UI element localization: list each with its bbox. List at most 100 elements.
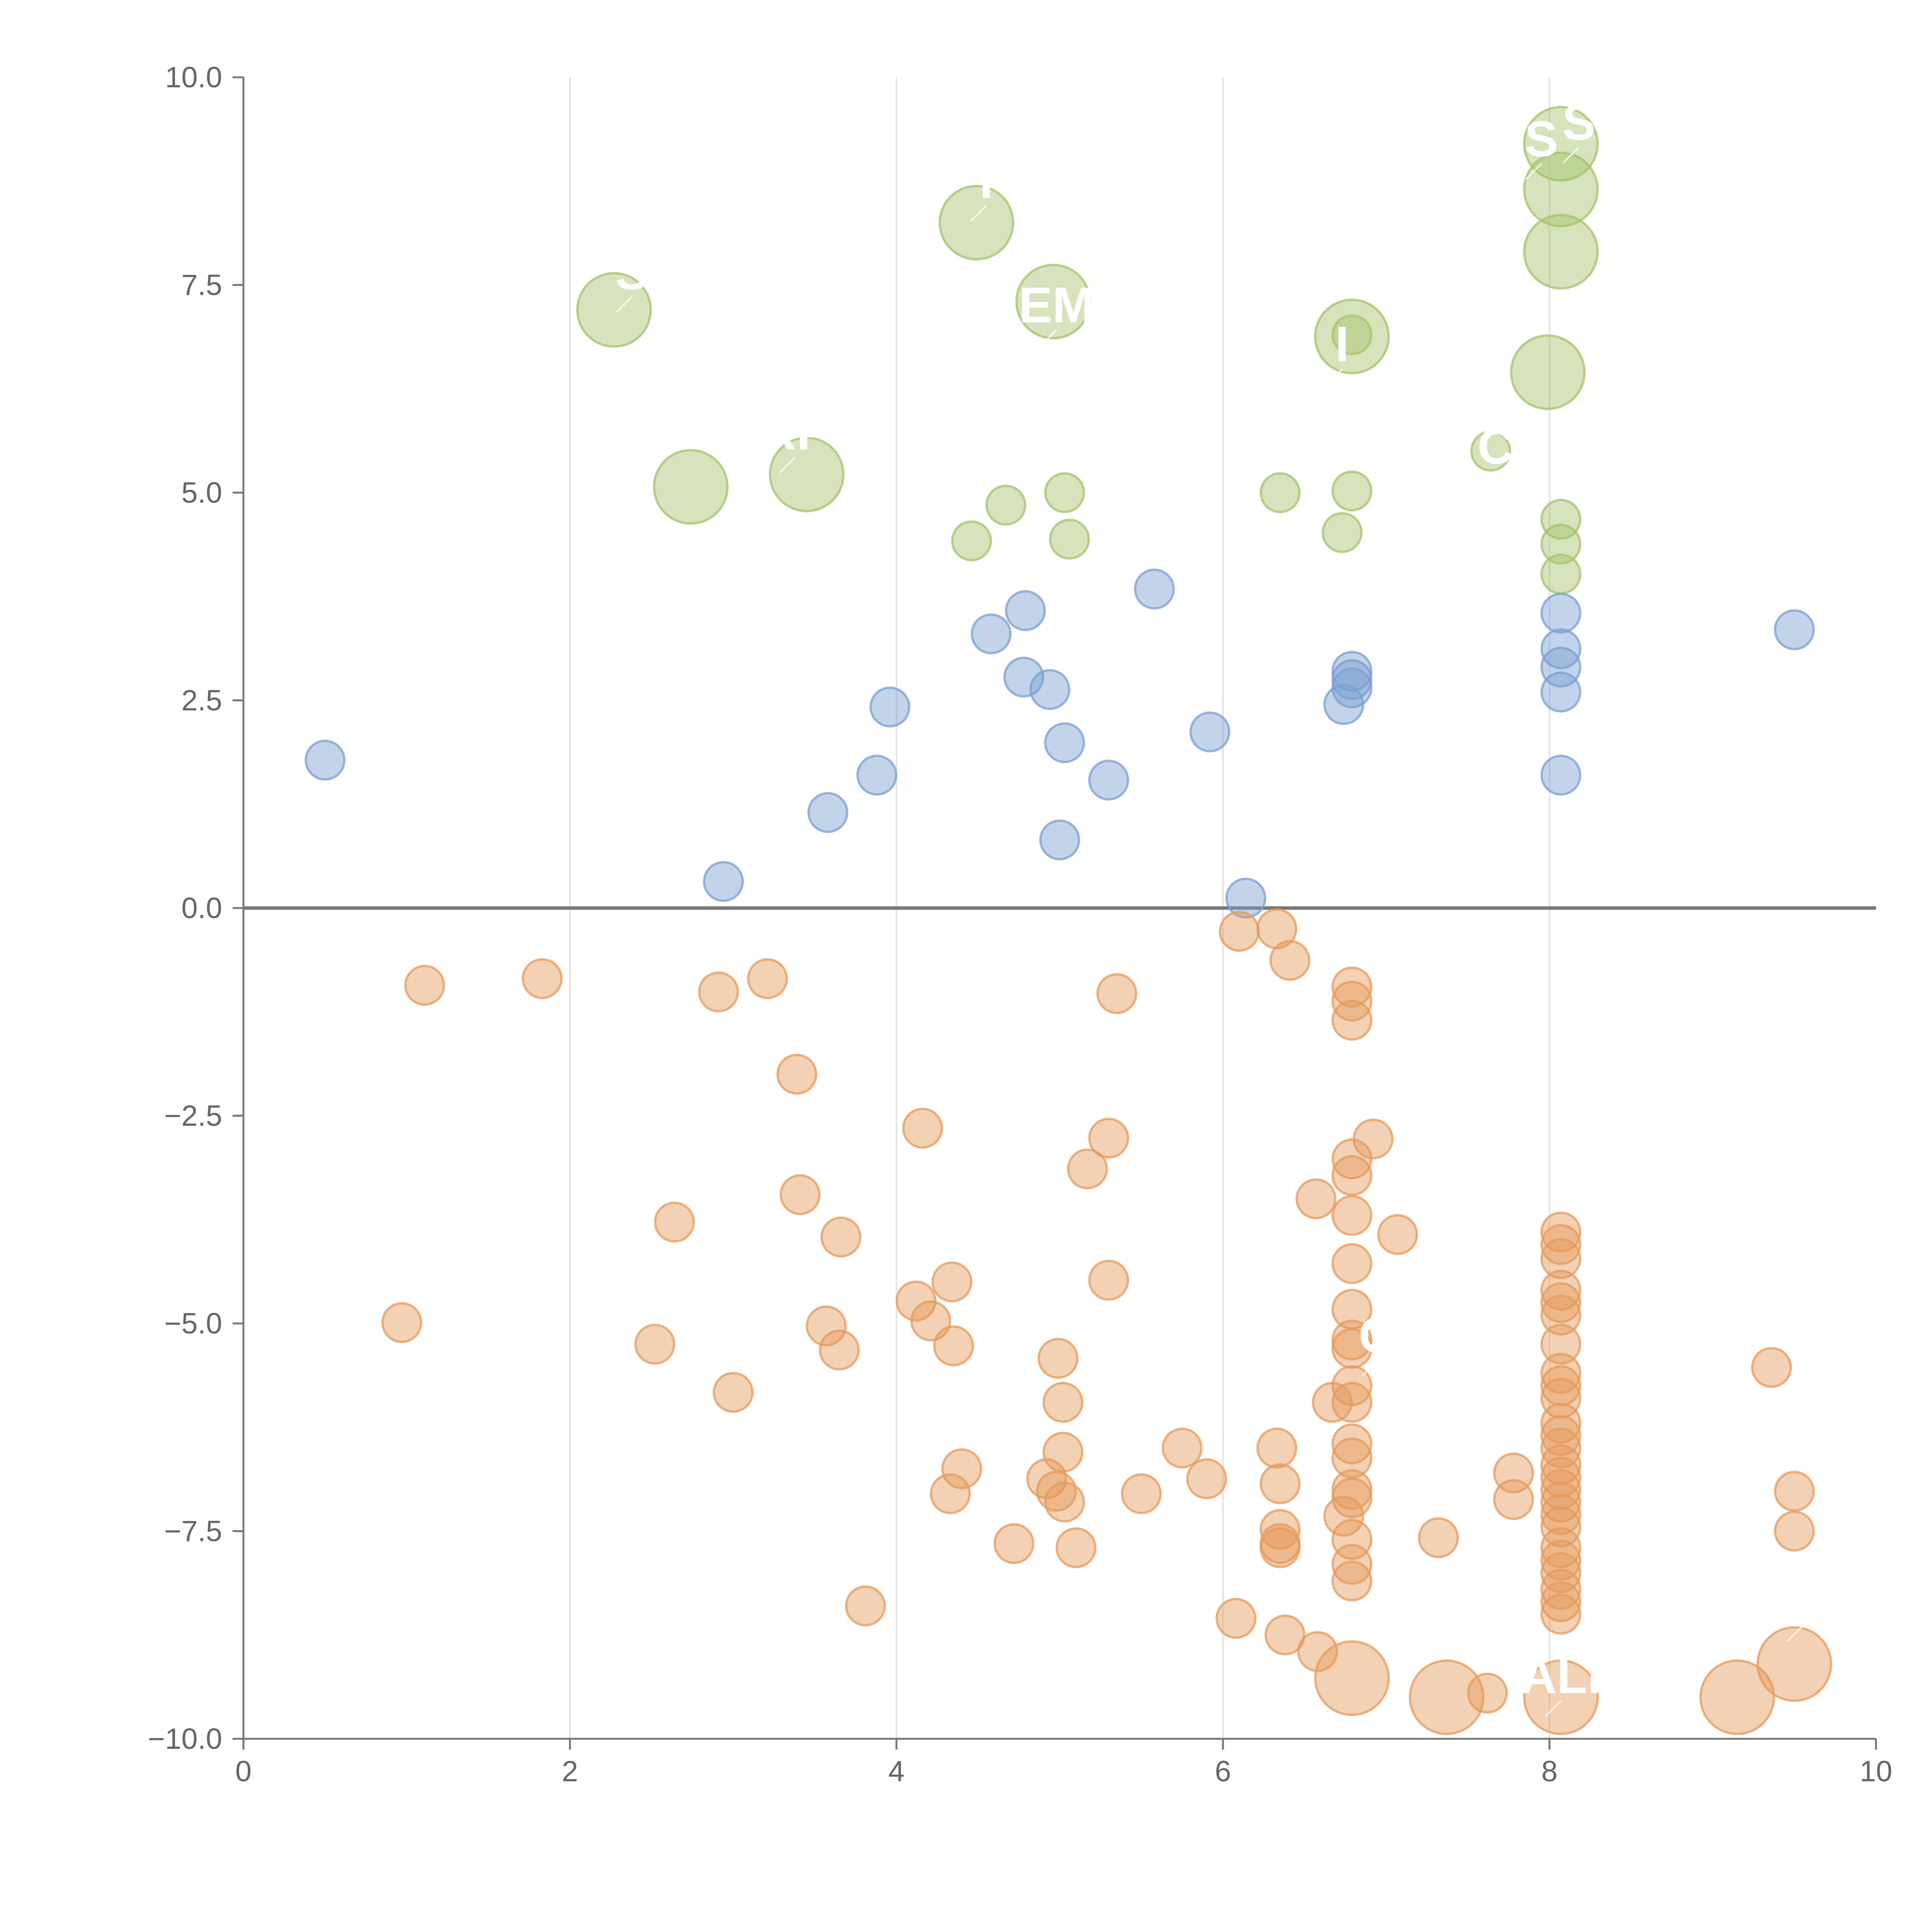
orange-point	[1699, 1659, 1775, 1735]
orange-point	[1186, 1458, 1227, 1500]
y-tick-label: 0.0	[181, 892, 222, 925]
orange-point	[1540, 1552, 1582, 1593]
orange-point	[1331, 1560, 1372, 1602]
orange-point	[779, 1174, 821, 1215]
blue-point	[856, 755, 898, 796]
y-tick-label: 7.5	[181, 269, 222, 302]
blue-point	[304, 740, 346, 781]
y-tick-label: 2.5	[181, 684, 222, 717]
orange-point	[1096, 973, 1138, 1014]
y-tick-label: −10.0	[148, 1723, 222, 1755]
orange-point	[1540, 1323, 1582, 1365]
orange-point	[1540, 1494, 1582, 1535]
annotation-leader	[1525, 163, 1542, 180]
orange-point	[634, 1323, 675, 1365]
blue-point	[1134, 568, 1175, 610]
green-point	[1523, 214, 1599, 290]
annotation-label: S	[615, 243, 649, 300]
orange-point	[993, 1523, 1035, 1564]
blue-point	[1225, 878, 1267, 919]
orange-point	[1408, 1659, 1485, 1735]
orange-point	[931, 1261, 973, 1303]
orange-point	[1774, 1471, 1815, 1512]
green-point	[1321, 512, 1363, 553]
orange-point	[1259, 1527, 1301, 1568]
green-point	[1540, 553, 1582, 595]
orange-point	[1088, 1260, 1129, 1301]
orange-point	[1121, 1473, 1162, 1514]
y-tick-label: 5.0	[181, 476, 222, 509]
blue-point	[971, 613, 1012, 655]
green-point	[951, 520, 992, 561]
orange-point	[1540, 1456, 1582, 1498]
orange-point	[1540, 1427, 1582, 1469]
orange-point	[1540, 1353, 1582, 1394]
x-tick-label: 4	[888, 1755, 905, 1788]
blue-point	[1540, 672, 1582, 713]
orange-point	[1215, 1598, 1257, 1639]
orange-point	[1540, 1569, 1582, 1610]
orange-point	[1331, 1155, 1372, 1196]
orange-point	[654, 1201, 695, 1243]
orange-point	[1259, 1463, 1301, 1504]
orange-point	[819, 1329, 860, 1371]
annotation-leader	[616, 296, 633, 313]
orange-point	[1295, 1178, 1337, 1219]
annotation-label: RP	[760, 404, 830, 460]
green-point	[1049, 519, 1090, 560]
orange-point	[902, 1107, 943, 1149]
orange-point	[1751, 1347, 1792, 1388]
orange-point	[1331, 1423, 1372, 1464]
annotation-leader	[1040, 329, 1057, 346]
green-point	[939, 185, 1015, 261]
orange-point	[1540, 1527, 1582, 1568]
x-tick-label: 0	[235, 1755, 252, 1788]
orange-point	[1042, 1432, 1083, 1473]
annotation-label: O	[1783, 1573, 1822, 1629]
orange-point	[806, 1305, 847, 1347]
orange-point	[1331, 1437, 1372, 1479]
orange-point	[1269, 940, 1311, 981]
orange-point	[1540, 1403, 1582, 1444]
orange-point	[1756, 1626, 1832, 1702]
orange-point	[698, 971, 739, 1013]
annotation-label: ALI	[1520, 1648, 1601, 1704]
axes: 0 2 4 6 8 10 −10.0 −7.5 −5.0 −2.5 0.0 2.5 5.0 7.5 10.0	[148, 61, 1893, 1788]
orange-point	[1540, 1282, 1582, 1323]
orange-point	[1540, 1238, 1582, 1279]
blue-point	[1540, 592, 1582, 634]
orange-point	[1331, 1544, 1372, 1585]
green-point	[985, 485, 1027, 526]
orange-point	[930, 1473, 971, 1514]
annotation-leader	[1545, 1700, 1561, 1717]
orange-point	[1162, 1427, 1203, 1469]
orange-point	[1264, 1614, 1306, 1656]
orange-point	[1312, 1382, 1353, 1423]
annotation-leader	[779, 456, 796, 473]
orange-point	[1540, 1581, 1582, 1622]
annotation-label: EM	[1019, 277, 1094, 333]
annotation-leader	[1786, 1625, 1803, 1642]
orange-point	[1055, 1527, 1097, 1568]
green-point	[1523, 151, 1599, 228]
orange-point	[1219, 911, 1260, 952]
orange-point	[1418, 1517, 1459, 1558]
orange-point	[1540, 1378, 1582, 1419]
orange-point	[1297, 1631, 1338, 1672]
data-points	[304, 106, 1832, 1735]
green-point	[1540, 498, 1582, 540]
blue-point	[1003, 656, 1044, 698]
green-point	[1314, 298, 1390, 374]
orange-point	[1036, 1471, 1077, 1512]
blue-point	[1189, 711, 1231, 753]
blue-point	[1323, 684, 1364, 725]
green-point	[1540, 524, 1582, 565]
annotation-label: S	[1562, 94, 1596, 150]
orange-point	[747, 958, 788, 999]
blue-point	[1039, 819, 1080, 861]
orange-point	[1331, 1320, 1372, 1361]
blue-point	[1540, 755, 1582, 796]
orange-point	[820, 1216, 862, 1258]
annotation-leader	[970, 205, 987, 222]
orange-point	[1540, 1444, 1582, 1485]
